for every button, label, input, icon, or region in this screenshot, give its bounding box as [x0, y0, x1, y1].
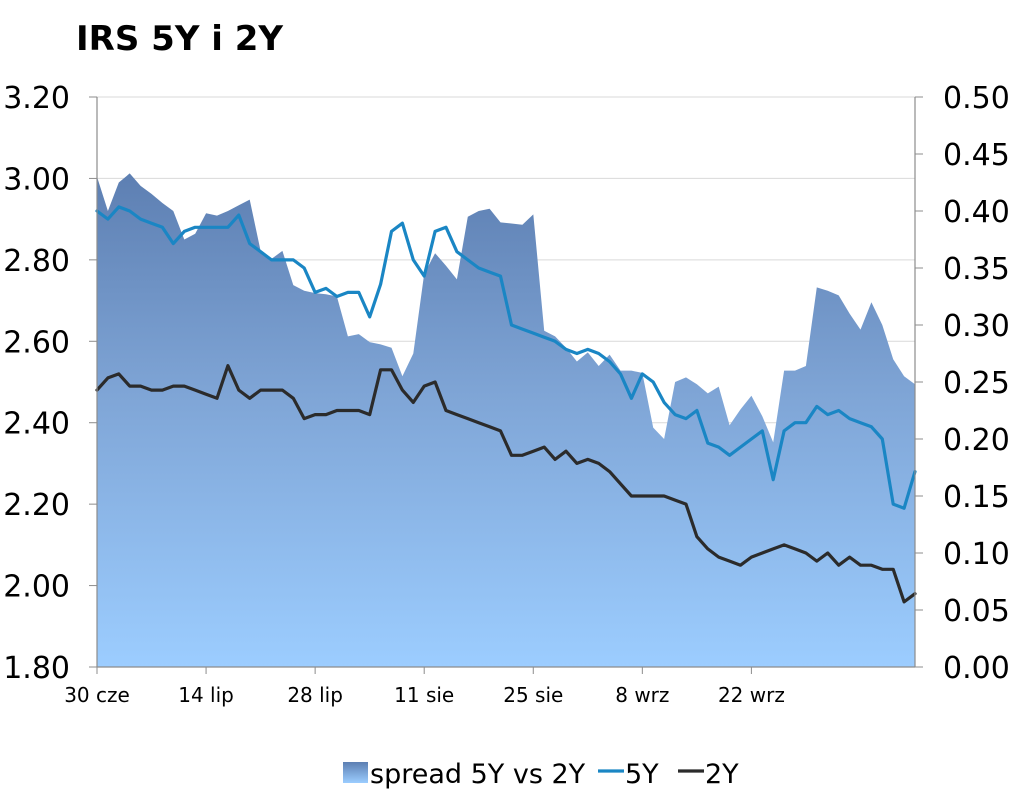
y-left-tick-label: 2.00	[3, 570, 70, 605]
y-right-tick-label: 0.40	[943, 195, 1010, 230]
y-right-tick-label: 0.25	[943, 366, 1010, 401]
y-left-tick-label: 2.60	[3, 325, 70, 360]
x-tick-label: 8 wrz	[615, 683, 669, 707]
legend-label-2y: 2Y	[705, 759, 739, 790]
y-right-tick-label: 0.05	[943, 594, 1010, 629]
series-area-spread	[97, 173, 915, 667]
y-right-tick-label: 0.35	[943, 252, 1010, 287]
y-right-tick-label: 0.00	[943, 651, 1010, 686]
y-right-tick-label: 0.20	[943, 423, 1010, 458]
legend-swatch-spread	[343, 762, 368, 783]
y-left-tick-label: 3.00	[3, 162, 70, 197]
x-tick-label: 14 lip	[178, 683, 234, 707]
series-line-5y	[95, 205, 917, 510]
y-left-tick-label: 3.20	[3, 81, 70, 116]
x-tick-label: 25 sie	[503, 683, 563, 707]
series-layer	[95, 173, 917, 667]
y-left-tick-label: 2.20	[3, 488, 70, 523]
y-right-tick-label: 0.15	[943, 480, 1010, 515]
series-line-2y	[95, 364, 917, 604]
y-right-tick-label: 0.30	[943, 309, 1010, 344]
y-left-tick-label: 1.80	[3, 651, 70, 686]
y-right-tick-label: 0.45	[943, 138, 1010, 173]
y-right-tick-label: 0.10	[943, 537, 1010, 572]
legend-label-spread: spread 5Y vs 2Y	[370, 759, 586, 790]
legend: spread 5Y vs 2Y 5Y 2Y	[343, 759, 739, 790]
y-left-tick-label: 2.80	[3, 244, 70, 279]
y-right-tick-label: 0.50	[943, 81, 1010, 116]
x-tick-label: 30 cze	[64, 683, 130, 707]
legend-label-5y: 5Y	[625, 759, 659, 790]
y-left-tick-label: 2.40	[3, 407, 70, 442]
axes: 1.80 2.00 2.20 2.40 2.60 2.80 3.00 3.20 0.00 0.05…	[3, 81, 1010, 707]
chart-title: IRS 5Y i 2Y	[76, 19, 283, 59]
x-tick-label: 28 lip	[287, 683, 343, 707]
x-tick-label: 22 wrz	[718, 683, 785, 707]
x-tick-label: 11 sie	[394, 683, 454, 707]
